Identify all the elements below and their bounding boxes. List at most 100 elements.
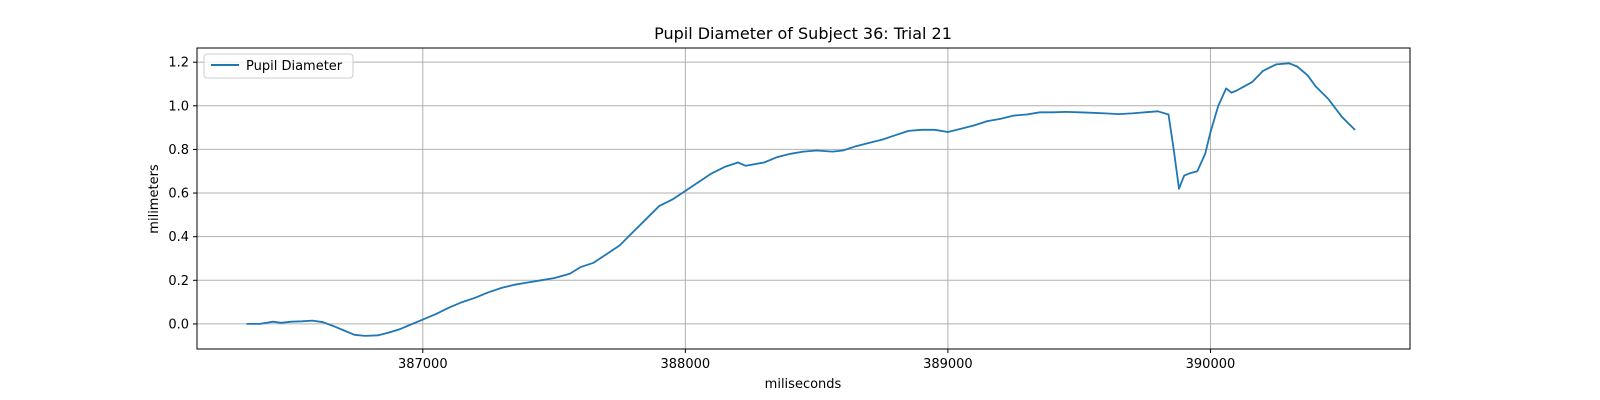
y-tick-label: 1.2: [168, 56, 189, 71]
data-point: [474, 297, 476, 299]
legend-label: Pupil Diameter: [246, 59, 343, 74]
legend: Pupil Diameter: [203, 53, 354, 79]
data-point: [540, 279, 542, 281]
data-point: [855, 145, 857, 147]
data-point: [272, 321, 274, 323]
data-point: [1275, 63, 1277, 65]
data-point: [973, 124, 975, 126]
data-point: [353, 334, 356, 336]
data-point: [1204, 153, 1206, 155]
data-point: [697, 181, 700, 183]
data-point: [1104, 112, 1106, 114]
series-line-pupil-diameter: [246, 62, 1356, 337]
data-point: [1225, 87, 1227, 89]
data-point: [1236, 89, 1238, 92]
x-tick-label: 390000: [1186, 357, 1236, 372]
data-point: [645, 218, 647, 220]
data-point: [745, 165, 747, 167]
data-point: [1118, 113, 1120, 115]
data-point: [658, 205, 660, 207]
data-point: [246, 323, 248, 325]
data-point: [894, 134, 897, 136]
y-tick-label: 0.6: [168, 187, 189, 202]
data-point: [947, 131, 949, 133]
data-point: [1167, 113, 1170, 116]
data-point: [1196, 170, 1198, 172]
data-point: [332, 325, 335, 327]
data-point: [579, 266, 581, 268]
data-point: [1244, 85, 1246, 87]
ticks: 387000 388000 389000 390000 0.0 0.2 0.4 0.6 0.8 1…: [168, 56, 1235, 372]
data-point: [921, 129, 923, 131]
data-point: [1217, 105, 1219, 107]
data-point: [553, 277, 555, 279]
data-point: [802, 151, 805, 153]
data-point: [364, 335, 366, 337]
data-point: [501, 287, 503, 289]
x-tick-label: 387000: [398, 357, 448, 372]
data-point: [619, 244, 621, 246]
data-point: [592, 262, 595, 264]
data-point: [569, 273, 571, 275]
data-point: [1178, 188, 1180, 190]
data-point: [259, 323, 261, 325]
data-point: [1144, 111, 1146, 113]
data-point: [881, 139, 883, 141]
data-point: [1230, 92, 1233, 94]
data-point: [763, 161, 765, 164]
data-point: [1262, 70, 1264, 72]
y-tick-label: 0.0: [168, 317, 189, 332]
data-point: [816, 149, 818, 152]
data-point: [1307, 74, 1309, 76]
data-point: [398, 328, 400, 330]
data-point: [907, 130, 910, 132]
data-point: [1288, 62, 1290, 64]
y-tick-label: 0.8: [168, 143, 189, 158]
data-point: [1039, 111, 1041, 113]
data-point: [960, 128, 962, 130]
x-tick-label: 388000: [661, 357, 711, 372]
data-point: [789, 153, 792, 155]
data-point: [934, 129, 936, 131]
data-point: [343, 329, 345, 332]
data-point: [514, 284, 516, 286]
data-point: [301, 320, 303, 322]
data-point: [1314, 85, 1317, 87]
data-point: [724, 166, 726, 168]
data-point: [632, 231, 634, 233]
data-point: [1065, 111, 1067, 113]
data-point: [1026, 113, 1028, 116]
data-point: [684, 190, 687, 192]
chart-title: Pupil Diameter of Subject 36: Trial 21: [654, 24, 952, 43]
data-point: [377, 334, 379, 336]
legend-box: [203, 53, 354, 79]
data-point: [986, 120, 988, 122]
data-point: [776, 156, 778, 158]
data-point: [409, 324, 411, 326]
data-point: [311, 320, 314, 322]
plot-frame: [196, 47, 1411, 350]
data-point: [1328, 98, 1330, 100]
data-point: [388, 332, 390, 334]
data-point: [842, 149, 844, 152]
data-point: [487, 291, 489, 293]
data-point: [831, 151, 834, 153]
data-point: [1131, 112, 1133, 114]
data-point: [999, 118, 1002, 120]
series-layer: [246, 62, 1356, 337]
y-tick-label: 1.0: [168, 99, 189, 114]
data-point: [1251, 81, 1254, 83]
data-point: [435, 313, 437, 315]
y-tick-label: 0.2: [168, 274, 189, 289]
data-point: [737, 161, 739, 164]
data-point: [1052, 111, 1054, 113]
data-point: [322, 321, 324, 323]
data-point: [1091, 112, 1093, 114]
data-point: [527, 281, 529, 284]
data-point: [1296, 65, 1298, 68]
data-point: [671, 199, 673, 201]
y-tick-label: 0.4: [168, 230, 189, 245]
data-point: [711, 172, 713, 174]
data-point: [1341, 116, 1343, 118]
